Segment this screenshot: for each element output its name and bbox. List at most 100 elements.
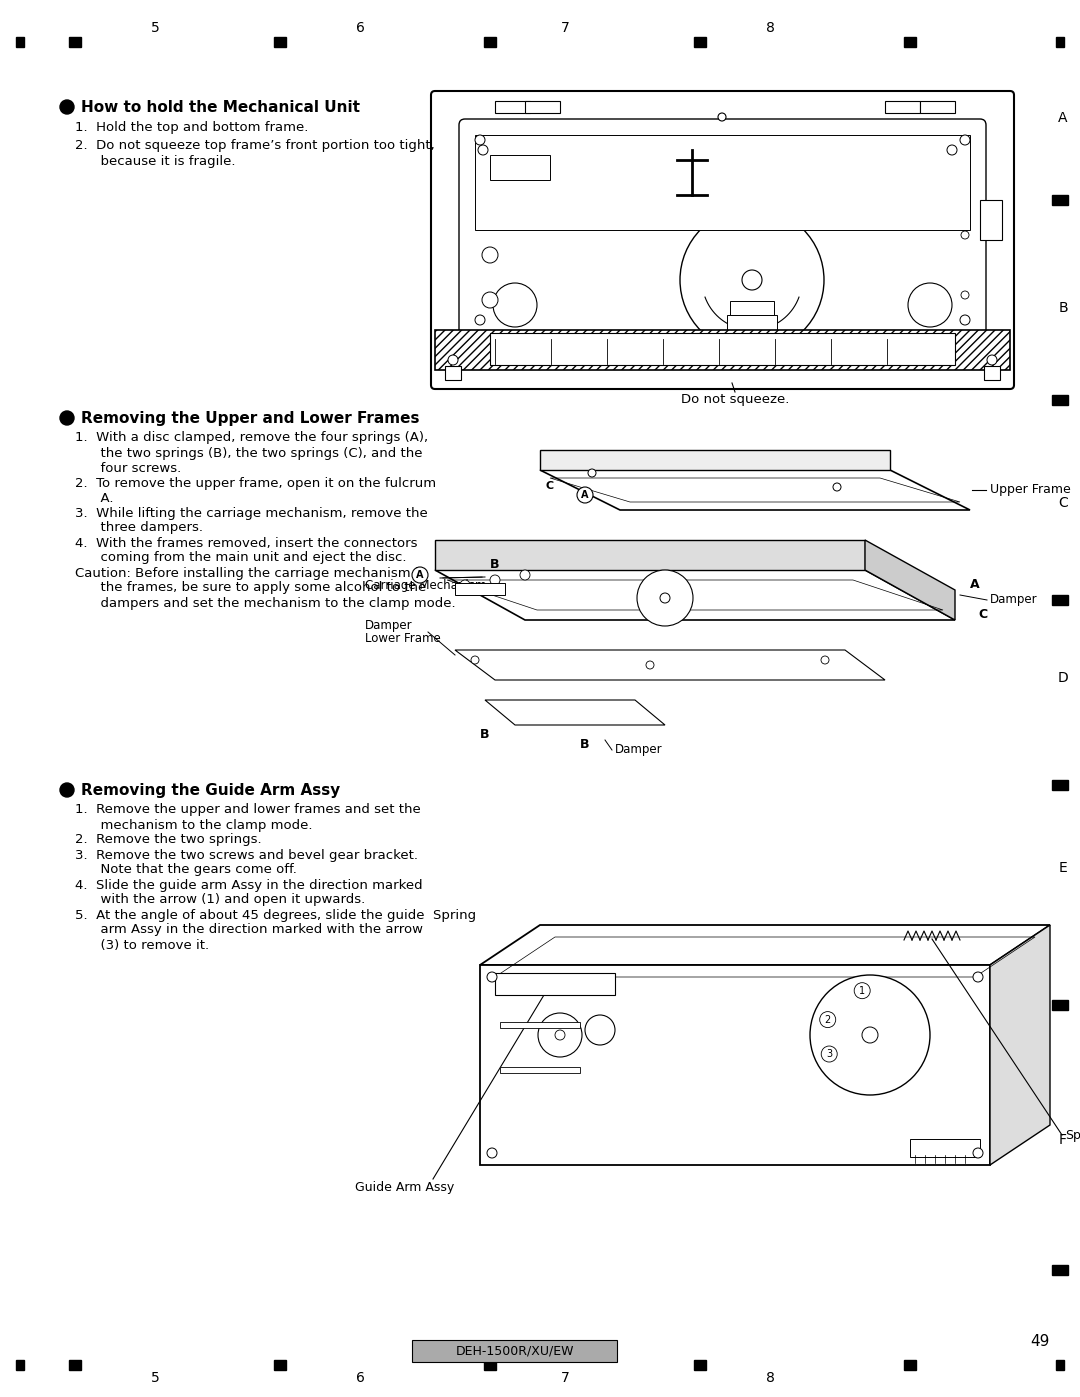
Circle shape (475, 136, 485, 145)
Circle shape (490, 576, 500, 585)
Text: Do not squeeze.: Do not squeeze. (680, 394, 789, 407)
Bar (694, 36, 706, 47)
Bar (1052, 595, 1068, 605)
Bar (16, 36, 24, 47)
Text: DEH-1500R/XU/EW: DEH-1500R/XU/EW (456, 1344, 575, 1358)
Circle shape (961, 291, 969, 299)
Text: 5: 5 (150, 21, 160, 35)
Text: 8: 8 (766, 21, 774, 35)
Bar (1052, 196, 1068, 205)
Text: E: E (1058, 861, 1067, 875)
Text: Lower Frame: Lower Frame (365, 633, 441, 645)
Circle shape (833, 483, 841, 490)
Circle shape (961, 231, 969, 239)
Text: Damper: Damper (365, 619, 413, 631)
Bar (435, 330, 1010, 370)
Text: 3.  Remove the two screws and bevel gear bracket.: 3. Remove the two screws and bevel gear … (75, 848, 418, 862)
Text: 2.  Do not squeeze top frame’s front portion too tight,: 2. Do not squeeze top frame’s front port… (75, 140, 435, 152)
Circle shape (555, 1030, 565, 1039)
Bar (16, 1361, 24, 1370)
Text: arm Assy in the direction marked with the arrow: arm Assy in the direction marked with th… (75, 923, 423, 936)
Circle shape (637, 570, 693, 626)
Polygon shape (435, 541, 865, 570)
Polygon shape (485, 700, 665, 725)
Bar (1052, 395, 1068, 405)
Circle shape (585, 1016, 615, 1045)
Text: Damper: Damper (615, 743, 663, 757)
Text: 1.  Hold the top and bottom frame.: 1. Hold the top and bottom frame. (75, 122, 309, 134)
Text: Caution: Before installing the carriage mechanism in: Caution: Before installing the carriage … (75, 567, 427, 580)
Text: How to hold the Mechanical Unit: How to hold the Mechanical Unit (81, 99, 360, 115)
Text: 1.  With a disc clamped, remove the four springs (A),: 1. With a disc clamped, remove the four … (75, 432, 428, 444)
Bar (910, 1139, 980, 1157)
Bar (274, 1361, 286, 1370)
Text: Damper: Damper (990, 594, 1038, 606)
Circle shape (60, 782, 75, 798)
Text: mechanism to the clamp mode.: mechanism to the clamp mode. (75, 819, 312, 831)
Circle shape (646, 661, 654, 669)
Text: the two springs (B), the two springs (C), and the: the two springs (B), the two springs (C)… (75, 447, 422, 460)
Circle shape (588, 469, 596, 476)
Bar (495, 101, 530, 113)
Polygon shape (990, 925, 1050, 1165)
Circle shape (820, 1011, 836, 1028)
Bar (500, 1023, 580, 1028)
Circle shape (947, 145, 957, 155)
Bar (69, 36, 81, 47)
Text: 6: 6 (355, 1370, 364, 1384)
Circle shape (718, 113, 726, 122)
Polygon shape (480, 925, 1050, 965)
Text: Spring: Spring (1065, 1129, 1080, 1141)
Bar (411, 1340, 617, 1362)
Text: A: A (416, 570, 423, 580)
Bar (1056, 36, 1064, 47)
Bar (500, 1067, 580, 1073)
Text: A.: A. (75, 492, 113, 504)
Text: Upper Frame: Upper Frame (990, 483, 1070, 496)
Text: 49: 49 (1030, 1334, 1050, 1350)
Bar (727, 314, 777, 335)
Circle shape (482, 247, 498, 263)
Circle shape (821, 657, 829, 664)
Text: 4.  With the frames removed, insert the connectors: 4. With the frames removed, insert the c… (75, 536, 418, 549)
Bar (1052, 780, 1068, 789)
Text: Carriage Mechanism: Carriage Mechanism (365, 578, 486, 591)
Circle shape (908, 284, 951, 327)
Text: Removing the Guide Arm Assy: Removing the Guide Arm Assy (81, 782, 340, 798)
Bar (495, 972, 615, 995)
Circle shape (487, 1148, 497, 1158)
Text: 7: 7 (561, 1370, 569, 1384)
Circle shape (862, 1027, 878, 1044)
Text: because it is fragile.: because it is fragile. (75, 155, 235, 169)
Bar (490, 332, 955, 365)
Text: 4.  Slide the guide arm Assy in the direction marked: 4. Slide the guide arm Assy in the direc… (75, 879, 422, 891)
Bar (980, 200, 1002, 240)
Text: 8: 8 (766, 1370, 774, 1384)
Text: C: C (545, 481, 554, 490)
Circle shape (577, 488, 593, 503)
Circle shape (854, 982, 870, 999)
Circle shape (475, 314, 485, 326)
Text: 6: 6 (355, 21, 364, 35)
Text: B: B (580, 739, 590, 752)
Text: 2: 2 (825, 1014, 831, 1024)
Bar (445, 366, 461, 380)
Text: four screws.: four screws. (75, 461, 181, 475)
Text: Note that the gears come off.: Note that the gears come off. (75, 863, 297, 876)
Bar (475, 136, 970, 231)
Polygon shape (455, 650, 885, 680)
Bar (694, 1361, 706, 1370)
Text: B: B (490, 559, 500, 571)
Text: 1.  Remove the upper and lower frames and set the: 1. Remove the upper and lower frames and… (75, 803, 421, 816)
Circle shape (482, 292, 498, 307)
Bar (455, 583, 505, 595)
Text: 3.  While lifting the carriage mechanism, remove the: 3. While lifting the carriage mechanism,… (75, 507, 428, 520)
Text: Guide Arm Assy: Guide Arm Assy (355, 1180, 455, 1193)
Text: A: A (1058, 110, 1068, 124)
Text: C: C (1058, 496, 1068, 510)
Text: dampers and set the mechanism to the clamp mode.: dampers and set the mechanism to the cla… (75, 597, 456, 609)
Text: Removing the Upper and Lower Frames: Removing the Upper and Lower Frames (81, 411, 419, 426)
Circle shape (973, 972, 983, 982)
Text: 7: 7 (561, 21, 569, 35)
Bar (484, 1361, 496, 1370)
